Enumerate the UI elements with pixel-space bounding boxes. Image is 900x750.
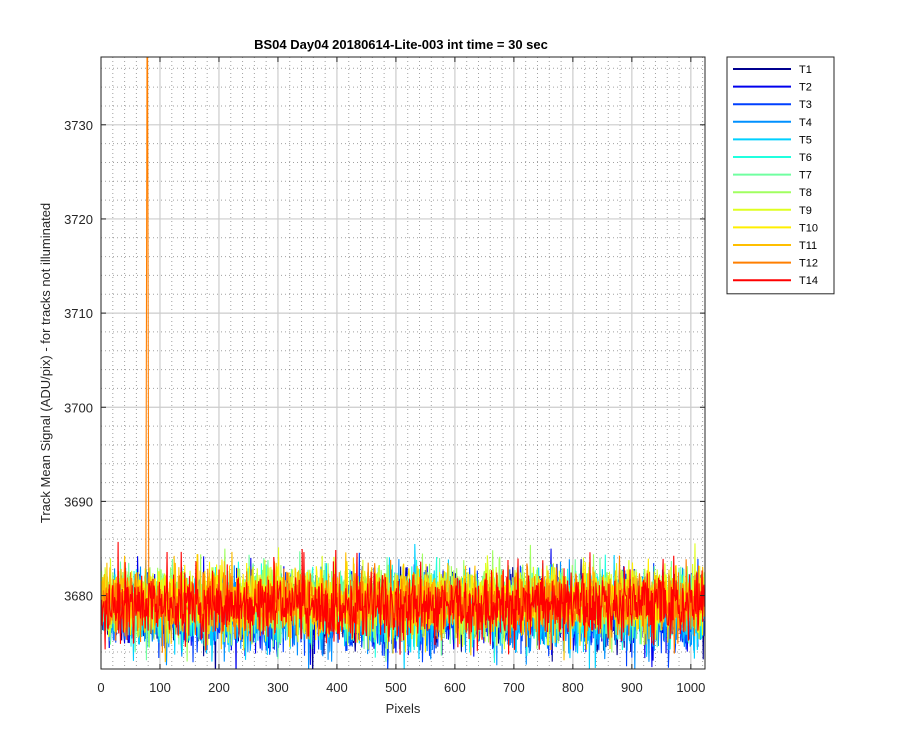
y-tick-label: 3710: [64, 306, 93, 321]
legend-label-t12: T12: [799, 258, 818, 270]
legend-label-t3: T3: [799, 99, 812, 111]
legend-label-t2: T2: [799, 82, 812, 94]
x-tick-label: 700: [503, 680, 525, 695]
series-lines: [101, 57, 705, 669]
x-tick-label: 800: [562, 680, 584, 695]
legend-label-t1: T1: [799, 64, 812, 76]
y-tick-label: 3720: [64, 212, 93, 227]
x-tick-label: 0: [97, 680, 104, 695]
legend-label-t9: T9: [799, 205, 812, 217]
legend-label-t6: T6: [799, 152, 812, 164]
legend-label-t7: T7: [799, 170, 812, 182]
legend: T1 T2 T3 T4 T5 T6 T7 T8 T9 T10 T11 T12 T14: [726, 56, 835, 295]
y-tick-label: 3680: [64, 589, 93, 604]
legend-label-t10: T10: [799, 222, 818, 234]
x-tick-label: 900: [621, 680, 643, 695]
x-tick-label: 200: [208, 680, 230, 695]
y-axis-ticks: 3680 3690 3700 3710 3720 3730: [64, 118, 705, 604]
axes-box: [100, 56, 706, 670]
series-line-t14: [101, 541, 705, 655]
x-tick-label: 500: [385, 680, 407, 695]
x-axis-ticks: 0 100 200 300 400 500 600 700 800 900 1000: [97, 57, 705, 695]
x-tick-label: 100: [149, 680, 171, 695]
legend-label-t8: T8: [799, 187, 812, 199]
x-tick-label: 600: [444, 680, 466, 695]
y-axis-label: Track Mean Signal (ADU/pix) - for tracks…: [38, 203, 53, 523]
x-axis-label: Pixels: [386, 701, 421, 716]
y-tick-label: 3690: [64, 494, 93, 509]
chart-title: BS04 Day04 20180614-Lite-003 int time = …: [254, 37, 548, 52]
y-tick-label: 3730: [64, 118, 93, 133]
x-tick-label: 1000: [676, 680, 705, 695]
legend-label-t5: T5: [799, 134, 812, 146]
x-tick-label: 300: [267, 680, 289, 695]
y-tick-label: 3700: [64, 400, 93, 415]
x-tick-label: 400: [326, 680, 348, 695]
minor-grid: [101, 57, 705, 669]
axes: 0 100 200 300 400 500 600 700 800 900 1000 3680 369…: [64, 56, 706, 695]
legend-label-t11: T11: [799, 240, 817, 252]
legend-label-t4: T4: [799, 117, 812, 129]
legend-label-t14: T14: [799, 275, 818, 287]
